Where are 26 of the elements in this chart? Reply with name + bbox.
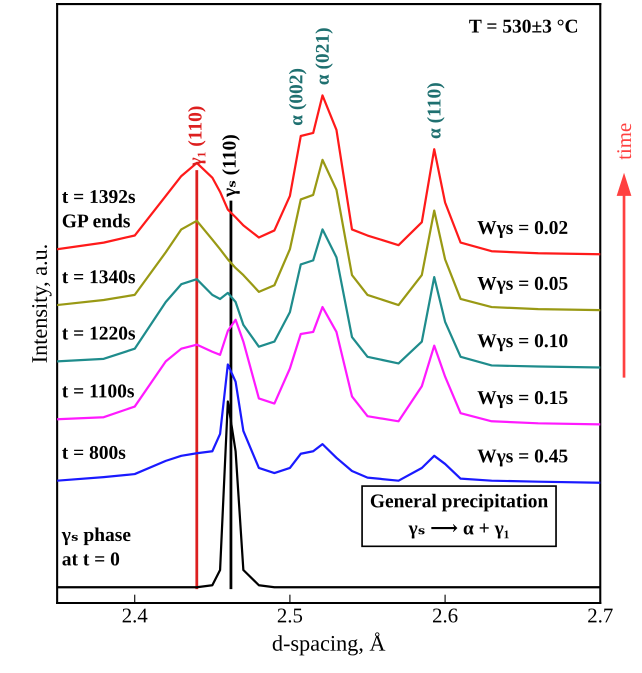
x-axis-title: d-spacing, Å [272,632,386,656]
x-tick-label: 2.7 [588,608,613,623]
chart-title: T = 530±3 °C [469,20,578,33]
annotation: Wγs = 0.15 [477,391,568,408]
annotation: γₛ ⟶ α + γ₁ [408,523,509,539]
series-label: t = 1100s [62,384,134,398]
annotation: Wγs = 0.10 [477,334,568,352]
annotation: α (021) [315,28,333,85]
text: time [617,124,632,160]
annotation: α (110) [426,83,445,138]
annotation: Wγs = 0.05 [477,276,568,294]
annotation: Wγs = 0.45 [477,449,568,466]
annotation: α (002) [288,68,306,126]
series-label: γₛ phase at t = 0 [62,527,130,566]
annotation: General precipitation [370,494,548,512]
annotation: Wγs = 0.02 [477,220,568,238]
series-label: t = 1220s [62,326,136,340]
series-label: t = 800s [62,446,126,459]
ref-line-label: γₛ (110) [222,135,240,198]
x-tick-label: 2.5 [278,608,302,623]
y-axis-title: Intensity, a.u. [32,245,52,362]
series-label: t = 1392s GP ends [62,190,136,228]
series-label: t = 1340s [62,270,136,284]
ref-line-label: γ₁ (110) [188,106,206,167]
x-tick-label: 2.6 [432,608,458,623]
x-tick-label: 2.4 [122,608,148,623]
